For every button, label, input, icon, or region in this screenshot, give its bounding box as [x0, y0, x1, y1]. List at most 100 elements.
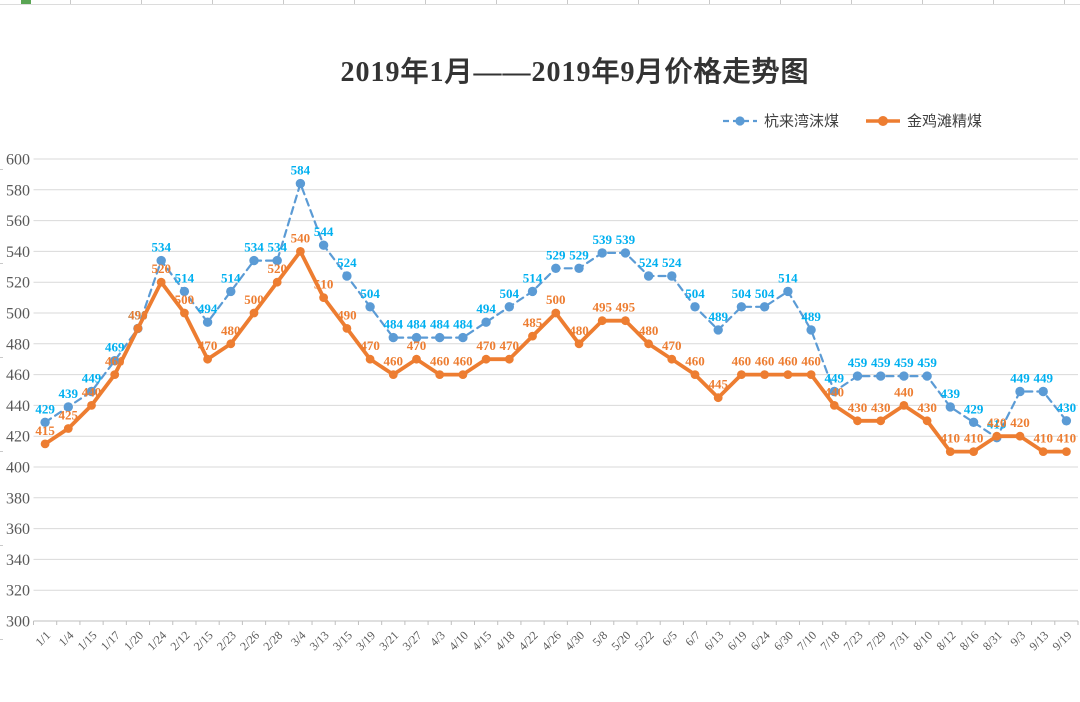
series-0-data-label: 484 [384, 317, 404, 332]
legend-marker-solid-dot-icon [866, 115, 901, 126]
x-axis-tick-label: 3/27 [400, 628, 425, 653]
x-axis-tick-label: 4/30 [562, 628, 587, 653]
series-1-point-marker [180, 308, 189, 318]
chart-title: 2019年1月——2019年9月价格走势图 [340, 57, 810, 88]
x-axis-tick-label: 6/19 [725, 628, 750, 653]
x-axis-tick-label: 3/21 [376, 628, 401, 653]
x-axis-tick-label: 5/20 [609, 628, 634, 653]
series-1-data-label: 500 [175, 292, 195, 307]
series-1-point-marker [829, 401, 839, 410]
series-0-data-label: 430 [1057, 400, 1077, 415]
series-0-data-label: 584 [291, 163, 311, 178]
series-0-data-label: 514 [221, 270, 241, 285]
x-axis-tick-label: 6/30 [771, 628, 796, 653]
series-0-data-label: 484 [453, 317, 473, 332]
series-1-data-label: 425 [59, 408, 79, 423]
x-axis-tick-label: 4/10 [446, 628, 471, 653]
series-1-point-marker [853, 416, 862, 426]
x-axis-tick-label: 6/13 [701, 628, 726, 653]
series-1-point-marker [760, 370, 769, 379]
x-axis-tick-label: 7/29 [864, 628, 889, 653]
series-0-point-marker [40, 417, 50, 427]
series-1-point-marker [1062, 447, 1071, 456]
series-1-data-label: 460 [105, 354, 125, 369]
series-1-data-label: 420 [987, 415, 1007, 430]
x-axis-tick-label: 1/17 [98, 628, 123, 653]
series-0-point-marker [318, 240, 329, 250]
series-0-point-marker [713, 325, 723, 335]
y-axis-tick-label: 520 [6, 275, 30, 292]
series-0-data-label: 539 [616, 232, 636, 247]
series-1-point-marker [992, 431, 1002, 441]
series-1-data-label: 510 [314, 277, 334, 292]
series-1-point-marker [922, 416, 932, 426]
series-0-data-label: 504 [500, 286, 520, 301]
series-1-point-marker [551, 308, 561, 318]
series-0-data-label: 449 [1033, 371, 1053, 386]
series-0-data-label: 429 [35, 401, 55, 416]
series-0-point-marker [63, 402, 73, 412]
series-0-point-marker [156, 255, 166, 266]
series-1-point-marker [249, 308, 259, 318]
series-0-point-marker [272, 255, 282, 266]
x-axis-tick-label: 1/1 [32, 628, 53, 649]
series-0-point-marker [1015, 386, 1025, 397]
series-0-data-label: 484 [430, 317, 450, 332]
series-1-data-label: 485 [523, 315, 543, 330]
spreadsheet-left-edge [0, 76, 3, 666]
y-axis-tick-label: 500 [6, 306, 30, 323]
x-axis-tick-label: 6/7 [682, 628, 703, 649]
series-1-point-marker [783, 370, 793, 379]
series-1-data-label: 415 [35, 423, 55, 438]
series-0-point-marker [411, 332, 422, 343]
series-1-point-marker [365, 354, 375, 364]
series-1-point-marker [806, 370, 816, 379]
series-1-data-label: 410 [1033, 431, 1053, 446]
series-0-data-label: 494 [476, 301, 496, 316]
chart-legend: 杭来湾沫煤 金鸡滩精煤 [722, 110, 982, 131]
series-1-point-marker [713, 393, 723, 403]
x-axis-tick-label: 3/19 [353, 628, 378, 653]
series-0-point-marker [435, 332, 445, 343]
series-0-data-label: 504 [732, 286, 752, 301]
series-1-point-marker [574, 339, 584, 349]
y-axis-tick-label: 540 [6, 244, 30, 261]
series-0-point-marker [899, 371, 909, 381]
series-0-data-label: 459 [871, 355, 891, 370]
legend-item-jinjitan[interactable]: 金鸡滩精煤 [865, 110, 982, 131]
series-1-data-label: 460 [732, 354, 752, 369]
legend-label-jinjitan: 金鸡滩精煤 [907, 114, 983, 130]
x-axis-tick-label: 5/22 [632, 628, 657, 653]
y-axis-tick-label: 400 [6, 460, 30, 477]
x-axis-tick-label: 6/5 [659, 628, 680, 649]
series-0-data-label: 534 [244, 240, 264, 255]
legend-item-hanglaiwan[interactable]: 杭来湾沫煤 [722, 110, 839, 131]
x-axis-tick-label: 4/3 [427, 628, 448, 649]
series-0-data-label: 514 [523, 270, 543, 285]
series-1-data-label: 460 [801, 354, 821, 369]
series-1-data-label: 410 [1057, 431, 1077, 446]
series-0-data-label: 534 [267, 240, 287, 255]
series-1-point-marker [1038, 447, 1048, 456]
series-1-point-marker [876, 416, 886, 426]
series-0-point-marker [504, 302, 514, 312]
series-0-data-label: 524 [662, 255, 682, 270]
series-1-data-label: 460 [384, 354, 404, 369]
series-1-data-label: 500 [244, 292, 264, 307]
series-1-data-label: 480 [221, 323, 241, 338]
series-0-point-marker [527, 286, 538, 297]
y-axis-tick-label: 420 [6, 429, 30, 446]
x-axis-tick-label: 8/12 [933, 628, 958, 653]
series-0-point-marker [295, 178, 306, 189]
y-axis-tick-label: 440 [6, 398, 30, 415]
spreadsheet-top-edge [0, 0, 1080, 5]
series-0-data-label: 419 [987, 417, 1007, 432]
series-0-point-marker [110, 356, 120, 366]
series-0-data-label: 514 [175, 270, 195, 285]
series-1-point-marker [899, 401, 909, 410]
series-0-data-label: 449 [82, 371, 102, 386]
series-1-point-marker [296, 247, 305, 256]
series-1-data-label: 480 [569, 323, 589, 338]
series-0-point-marker [852, 371, 863, 381]
